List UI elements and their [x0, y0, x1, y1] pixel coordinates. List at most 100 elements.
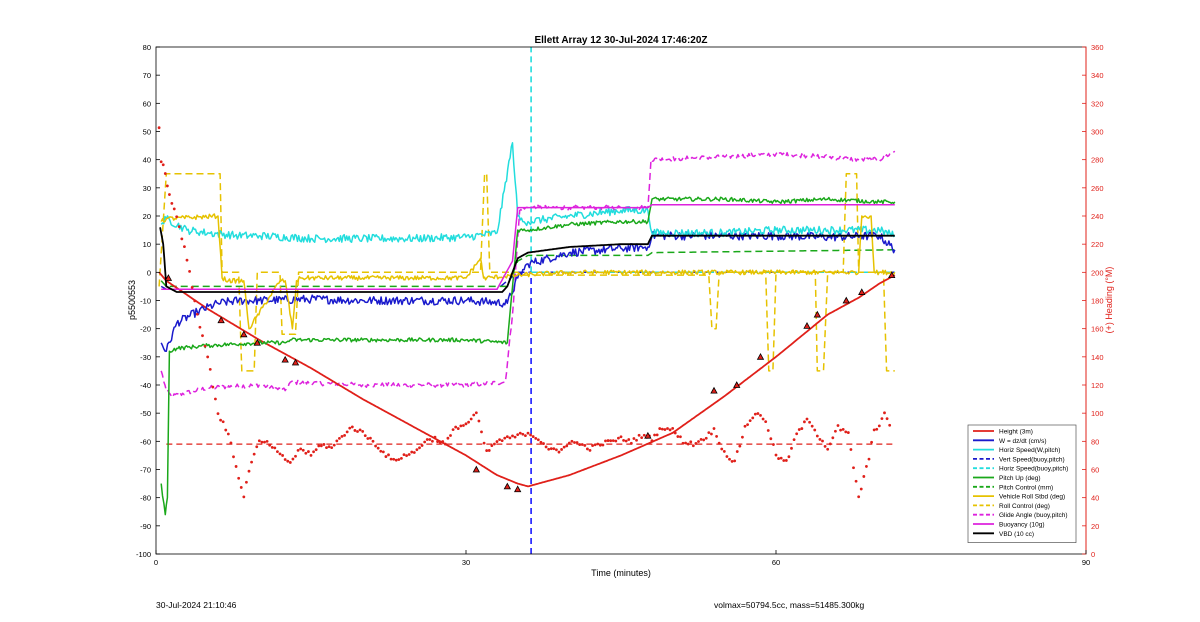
heading-point-179 — [614, 439, 618, 443]
heading-point-88 — [379, 449, 383, 453]
heading-point-8 — [172, 207, 176, 211]
height-marker-11 — [710, 386, 718, 394]
heading-point-89 — [381, 450, 385, 454]
heading-point-61 — [309, 453, 313, 457]
height-marker-14 — [803, 322, 811, 329]
height-marker-10 — [644, 431, 652, 439]
heading-point-19 — [201, 334, 204, 338]
heading-point-24 — [214, 397, 217, 401]
heading-point-46 — [270, 445, 274, 449]
heading-point-231 — [748, 419, 752, 423]
heading-point-48 — [276, 450, 279, 454]
legend-label-12: VBD (10 cc) — [999, 531, 1034, 538]
heading-point-29 — [226, 432, 230, 436]
y-tick-label-0: 0 — [147, 268, 151, 277]
heading-point-254 — [808, 420, 811, 424]
heading-point-182 — [622, 438, 625, 442]
heading-point-172 — [596, 442, 600, 446]
heading-point-143 — [521, 432, 525, 436]
heading-point-30 — [229, 441, 233, 445]
heading-point-25 — [216, 412, 220, 416]
heading-point-91 — [387, 453, 390, 457]
heading-point-142 — [518, 431, 522, 435]
heading-point-135 — [500, 439, 504, 443]
height-marker-6 — [291, 358, 300, 366]
heading-point-38 — [250, 460, 253, 464]
heading-point-176 — [606, 439, 610, 442]
heading-point-276 — [865, 465, 868, 468]
y-tick-label-80: 80 — [143, 43, 151, 52]
heading-point-148 — [534, 436, 538, 440]
heading-point-198 — [663, 428, 667, 431]
x-tick-label-60: 60 — [772, 558, 780, 567]
heading-point-195 — [655, 433, 659, 437]
heading-point-281 — [877, 424, 881, 428]
y2-tick-label-120: 120 — [1091, 381, 1104, 390]
heading-point-167 — [583, 444, 587, 447]
legend-label-2: W = dz/dt (cm/s) — [999, 438, 1047, 445]
heading-point-77 — [350, 425, 354, 429]
heading-point-210 — [694, 442, 698, 445]
heading-point-160 — [565, 444, 569, 448]
heading-point-31 — [232, 455, 235, 459]
heading-point-59 — [304, 451, 308, 455]
heading-point-257 — [815, 434, 819, 438]
heading-point-187 — [635, 438, 638, 442]
heading-point-71 — [335, 439, 339, 443]
volmax-mass-readout: volmax=50794.5cc, mass=51485.300kg — [714, 600, 865, 610]
heading-point-76 — [348, 426, 352, 430]
heading-point-233 — [753, 412, 757, 416]
heading-point-152 — [544, 445, 548, 449]
heading-point-90 — [384, 455, 388, 458]
heading-point-68 — [327, 445, 331, 449]
heading-point-180 — [617, 436, 620, 440]
heading-point-87 — [376, 446, 380, 450]
heading-point-54 — [291, 457, 295, 461]
heading-point-285 — [888, 423, 892, 427]
heading-point-213 — [702, 438, 706, 442]
heading-point-164 — [575, 441, 579, 444]
heading-point-92 — [389, 457, 393, 461]
heading-point-137 — [505, 435, 509, 439]
heading-point-232 — [751, 416, 755, 420]
heading-point-201 — [671, 426, 675, 430]
heading-point-205 — [681, 441, 685, 445]
x-tick-label-90: 90 — [1082, 558, 1090, 567]
heading-point-43 — [263, 440, 266, 444]
heading-point-134 — [498, 438, 501, 442]
height-marker-5 — [281, 355, 289, 363]
heading-point-79 — [356, 430, 359, 433]
heading-point-126 — [477, 419, 481, 423]
heading-point-208 — [689, 440, 693, 444]
heading-point-44 — [265, 439, 269, 443]
y2-tick-label-20: 20 — [1091, 522, 1099, 531]
heading-point-155 — [552, 447, 556, 451]
heading-point-194 — [653, 433, 656, 437]
heading-point-80 — [358, 428, 362, 432]
heading-point-165 — [578, 443, 582, 446]
x-axis-label: Time (minutes) — [591, 568, 651, 578]
legend-label-9: Roll Control (deg) — [999, 503, 1050, 510]
heading-point-132 — [493, 442, 496, 446]
legend-label-3: Horiz Speed(W,pitch) — [999, 447, 1060, 454]
heading-point-189 — [640, 436, 644, 439]
heading-point-146 — [529, 433, 532, 437]
heading-point-246 — [787, 455, 791, 459]
height-marker-15 — [813, 310, 822, 318]
heading-point-218 — [715, 435, 718, 438]
y-tick-label--90: -90 — [140, 522, 151, 531]
heading-point-267 — [841, 427, 845, 431]
heading-point-107 — [428, 438, 432, 441]
heading-point-209 — [691, 444, 695, 448]
series-group — [157, 47, 896, 554]
heading-point-274 — [859, 487, 863, 491]
series-line-9 — [158, 173, 895, 372]
heading-point-202 — [673, 431, 677, 435]
heading-point-266 — [839, 428, 842, 432]
heading-point-204 — [679, 435, 682, 439]
heading-point-78 — [353, 429, 357, 432]
y-tick-label-30: 30 — [143, 184, 151, 193]
height-marker-2 — [217, 316, 225, 324]
heading-point-173 — [598, 443, 602, 447]
heading-point-96 — [400, 456, 403, 460]
